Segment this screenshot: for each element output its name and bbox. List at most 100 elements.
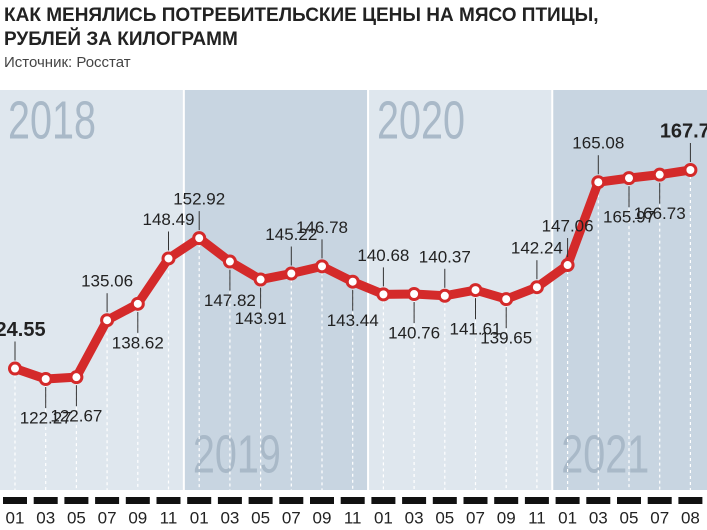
x-tick xyxy=(310,497,334,504)
data-label: 140.76 xyxy=(388,323,440,342)
point xyxy=(499,292,514,307)
x-tick xyxy=(463,497,488,504)
x-tick xyxy=(248,497,273,504)
point xyxy=(222,254,237,269)
data-label: 148.49 xyxy=(143,210,195,229)
point xyxy=(8,361,22,376)
data-label: 124.55 xyxy=(0,319,46,341)
x-tick-label: 01 xyxy=(558,508,577,527)
data-label: 135.06 xyxy=(81,272,133,291)
chart-title: КАК МЕНЯЛИСЬ ПОТРЕБИТЕЛЬСКИЕ ЦЕНЫ НА МЯС… xyxy=(4,5,598,26)
data-label: 147.82 xyxy=(204,291,256,310)
year-label: 2020 xyxy=(377,90,465,150)
data-label: 140.68 xyxy=(357,246,409,265)
data-label: 165.08 xyxy=(572,134,624,153)
data-label: 122.67 xyxy=(50,407,102,426)
data-label: 167.74 xyxy=(660,120,707,142)
data-label: 139.65 xyxy=(480,329,532,348)
point xyxy=(407,287,422,302)
point xyxy=(69,370,84,385)
point xyxy=(315,259,329,274)
data-label: 143.44 xyxy=(327,311,379,330)
chart-subtitle: РУБЛЕЙ ЗА КИЛОГРАММ xyxy=(4,28,238,50)
year-band xyxy=(553,90,707,490)
x-tick xyxy=(678,497,703,504)
x-tick xyxy=(555,497,580,504)
point xyxy=(560,258,575,273)
data-label: 122.27 xyxy=(20,408,72,427)
year-label: 2018 xyxy=(8,90,96,150)
data-label: 145.22 xyxy=(265,225,317,244)
x-tick xyxy=(402,497,427,504)
plot: 01 03 05 07 09 11 01 03 05 07 09 11 01 03 05 07 09 11 01 03… xyxy=(0,120,707,527)
x-tick xyxy=(33,497,58,504)
x-tick xyxy=(647,497,672,504)
point xyxy=(468,283,483,298)
point xyxy=(345,274,360,289)
data-label: 147.06 xyxy=(542,217,594,236)
x-tick-label: 03 xyxy=(405,508,424,527)
x-tick-label: 01 xyxy=(374,508,393,527)
x-tick xyxy=(494,497,519,504)
point xyxy=(192,231,207,246)
data-label: 142.24 xyxy=(511,239,563,258)
x-tick-label: 09 xyxy=(313,508,332,527)
x-tick xyxy=(340,497,365,504)
data-label: 138.62 xyxy=(112,333,164,352)
year-band xyxy=(184,90,368,490)
x-tick-label: 05 xyxy=(251,508,270,527)
point xyxy=(100,313,115,328)
point xyxy=(652,167,667,182)
data-label: 140.37 xyxy=(419,247,471,266)
x-tick-label: 01 xyxy=(6,508,25,527)
x-tick xyxy=(524,497,549,504)
x-tick-label: 07 xyxy=(466,508,485,527)
x-tick xyxy=(95,497,120,504)
year-label: 2019 xyxy=(193,424,281,484)
x-tick xyxy=(217,497,242,504)
x-tick-label: 11 xyxy=(344,508,362,527)
x-tick-label: 03 xyxy=(589,508,608,527)
x-tick-label: 05 xyxy=(67,508,86,527)
data-label: 166.73 xyxy=(634,204,686,223)
point xyxy=(130,296,145,311)
x-tick xyxy=(64,497,89,504)
x-tick-label: 05 xyxy=(620,508,639,527)
data-label: 146.78 xyxy=(296,218,348,237)
x-tick xyxy=(187,497,212,504)
year-label: 2021 xyxy=(561,424,649,484)
x-tick-label: 03 xyxy=(36,508,55,527)
point xyxy=(376,287,391,302)
point xyxy=(38,372,53,386)
x-tick xyxy=(617,497,641,504)
data-label: 165.97 xyxy=(603,208,655,227)
point xyxy=(622,171,636,186)
x-tick-label: 07 xyxy=(282,508,301,527)
data-label: 143.91 xyxy=(235,309,287,328)
x-tick xyxy=(279,497,304,504)
x-tick xyxy=(3,497,27,504)
x-tick-label: 09 xyxy=(497,508,516,527)
point xyxy=(529,280,544,295)
x-tick xyxy=(432,497,457,504)
x-tick-label: 11 xyxy=(528,508,546,527)
point xyxy=(591,175,606,190)
data-label: 141.61 xyxy=(450,320,502,339)
x-tick-label: 07 xyxy=(650,508,669,527)
data-label: 152.92 xyxy=(173,190,225,209)
x-tick xyxy=(371,497,396,504)
point xyxy=(683,163,698,177)
x-tick-label: 11 xyxy=(160,508,178,527)
point xyxy=(284,266,299,281)
x-tick xyxy=(586,497,611,504)
point xyxy=(253,272,268,287)
x-tick-label: 03 xyxy=(220,508,239,527)
x-tick-label: 07 xyxy=(98,508,117,527)
point xyxy=(437,288,452,303)
x-tick-label: 08 xyxy=(681,508,700,527)
source: Источник: Росстат xyxy=(4,54,131,71)
x-tick-label: 05 xyxy=(435,508,454,527)
x-tick xyxy=(125,497,150,504)
x-tick xyxy=(156,497,181,504)
